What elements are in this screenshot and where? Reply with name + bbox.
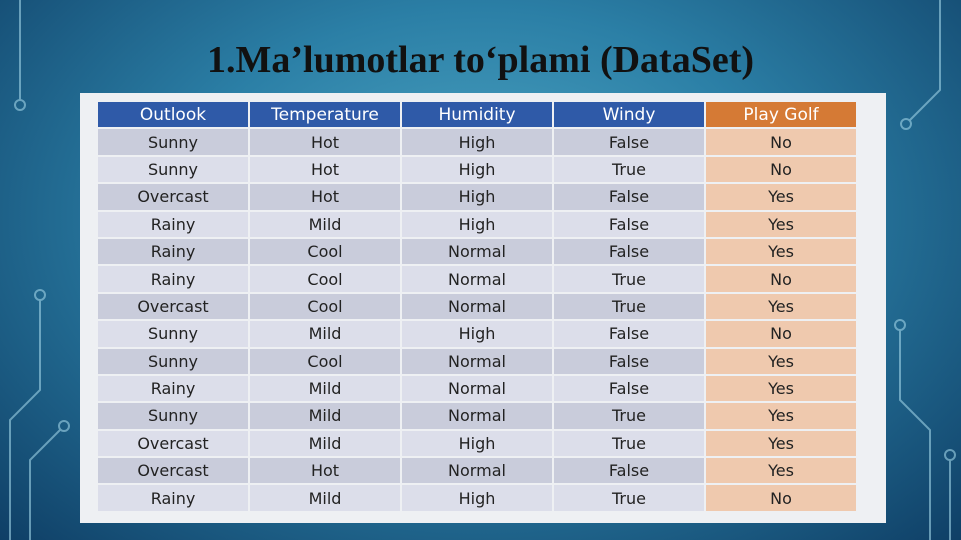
data-table: Outlook Temperature Humidity Windy Play Golf…: [96, 100, 858, 513]
table-cell: Normal: [402, 266, 552, 292]
table-cell: Cool: [250, 238, 400, 265]
table-cell: Normal: [402, 238, 552, 265]
slide-title: 1.Ma’lumotlar to‘plami (DataSet): [206, 39, 755, 81]
table-cell: Hot: [250, 458, 400, 484]
table-cell: True: [554, 485, 704, 511]
table-cell: False: [554, 129, 704, 155]
table-row: Sunny Mild High False No: [98, 321, 856, 347]
column-header: Windy: [554, 102, 704, 128]
table-cell: Yes: [706, 184, 856, 210]
column-header: Temperature: [250, 102, 400, 128]
table-row: Sunny Hot High False No: [98, 129, 856, 155]
table-cell: No: [706, 129, 856, 155]
table-row: Overcast Hot High False Yes: [98, 184, 856, 210]
table-row: Rainy Mild High True No: [98, 485, 856, 511]
table-row: Rainy Mild Normal False Yes: [98, 375, 856, 402]
table-cell: Sunny: [98, 321, 248, 347]
table-cell: Yes: [706, 430, 856, 457]
table-cell: Yes: [706, 458, 856, 484]
table-cell: High: [402, 129, 552, 155]
table-cell: No: [706, 321, 856, 347]
table-cell: Cool: [250, 266, 400, 292]
table-cell: No: [706, 266, 856, 292]
table-cell: True: [554, 403, 704, 429]
table-cell: True: [554, 293, 704, 320]
column-header: Humidity: [402, 102, 552, 128]
table-cell: Normal: [402, 293, 552, 320]
table-cell: Mild: [250, 375, 400, 402]
table-cell: True: [554, 430, 704, 457]
table-cell: Yes: [706, 375, 856, 402]
table-panel: Outlook Temperature Humidity Windy Play Golf…: [80, 93, 886, 523]
table-cell: Hot: [250, 184, 400, 210]
table-cell: Rainy: [98, 211, 248, 237]
column-header: Outlook: [98, 102, 248, 128]
table-cell: Sunny: [98, 348, 248, 374]
table-cell: Cool: [250, 293, 400, 320]
table-cell: No: [706, 485, 856, 511]
table-cell: Overcast: [98, 430, 248, 457]
table-cell: Mild: [250, 430, 400, 457]
column-header: Play Golf: [706, 102, 856, 128]
table-row: Rainy Cool Normal True No: [98, 266, 856, 292]
table-cell: Overcast: [98, 184, 248, 210]
table-row: Rainy Mild High False Yes: [98, 211, 856, 237]
table-cell: No: [706, 156, 856, 183]
table-cell: Mild: [250, 211, 400, 237]
table-cell: High: [402, 321, 552, 347]
table-cell: Yes: [706, 211, 856, 237]
table-cell: Rainy: [98, 266, 248, 292]
table-cell: False: [554, 321, 704, 347]
table-cell: Normal: [402, 458, 552, 484]
table-row: Overcast Hot Normal False Yes: [98, 458, 856, 484]
table-cell: High: [402, 485, 552, 511]
table-cell: Rainy: [98, 238, 248, 265]
table-cell: Yes: [706, 293, 856, 320]
table-cell: False: [554, 458, 704, 484]
table-row: Overcast Mild High True Yes: [98, 430, 856, 457]
table-cell: False: [554, 238, 704, 265]
table-cell: High: [402, 156, 552, 183]
table-cell: False: [554, 211, 704, 237]
table-cell: High: [402, 184, 552, 210]
table-cell: Overcast: [98, 293, 248, 320]
table-cell: Normal: [402, 348, 552, 374]
table-cell: Rainy: [98, 485, 248, 511]
table-cell: Overcast: [98, 458, 248, 484]
table-cell: Normal: [402, 403, 552, 429]
table-cell: False: [554, 348, 704, 374]
table-cell: Sunny: [98, 156, 248, 183]
table-cell: Mild: [250, 321, 400, 347]
table-cell: Yes: [706, 348, 856, 374]
table-cell: Rainy: [98, 375, 248, 402]
table-row: Overcast Cool Normal True Yes: [98, 293, 856, 320]
table-cell: High: [402, 430, 552, 457]
table-cell: False: [554, 375, 704, 402]
table-cell: Sunny: [98, 403, 248, 429]
table-cell: Mild: [250, 403, 400, 429]
table-cell: Hot: [250, 129, 400, 155]
table-cell: Hot: [250, 156, 400, 183]
table-cell: False: [554, 184, 704, 210]
table-cell: High: [402, 211, 552, 237]
table-cell: True: [554, 156, 704, 183]
table-row: Sunny Mild Normal True Yes: [98, 403, 856, 429]
table-cell: True: [554, 266, 704, 292]
table-cell: Yes: [706, 238, 856, 265]
table-cell: Mild: [250, 485, 400, 511]
table-cell: Normal: [402, 375, 552, 402]
table-cell: Sunny: [98, 129, 248, 155]
table-row: Rainy Cool Normal False Yes: [98, 238, 856, 265]
table-row: Sunny Hot High True No: [98, 156, 856, 183]
table-row: Sunny Cool Normal False Yes: [98, 348, 856, 374]
table-cell: Cool: [250, 348, 400, 374]
table-cell: Yes: [706, 403, 856, 429]
